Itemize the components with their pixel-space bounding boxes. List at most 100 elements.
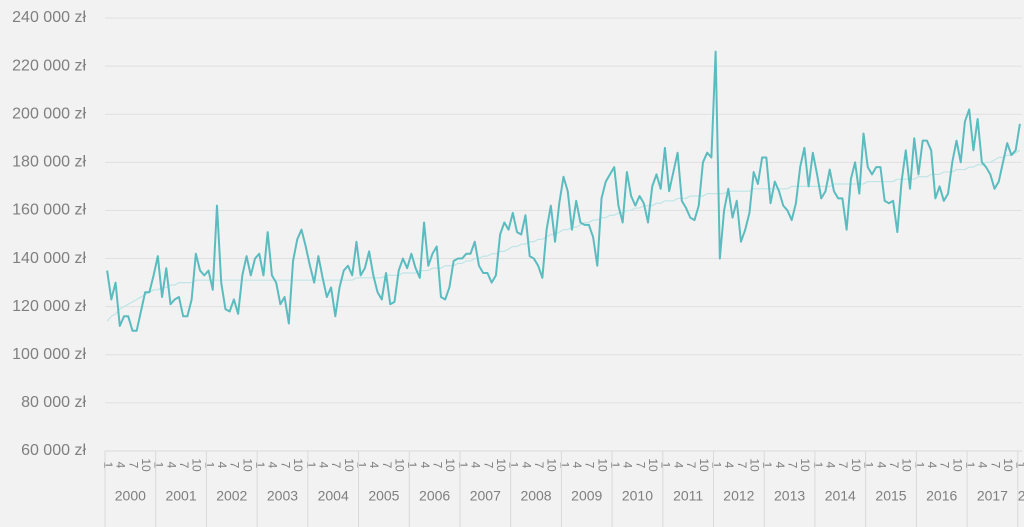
y-tick-label: 200 000 zł (12, 105, 86, 122)
x-tick-label: 7 (836, 462, 850, 469)
x-tick-label: 10 (139, 458, 153, 472)
year-label: 2008 (520, 488, 551, 504)
x-tick-label: 1 (659, 462, 673, 469)
x-tick-label: 4 (367, 462, 381, 469)
trend-line (106, 149, 1021, 322)
x-tick-label: 1 (912, 462, 926, 469)
x-tick-label: 1 (253, 462, 267, 469)
x-tick-label: 4 (621, 462, 635, 469)
x-tick-label: 1 (354, 462, 368, 469)
x-tick-label: 7 (228, 462, 242, 469)
x-tick-label: 10 (900, 458, 914, 472)
x-tick-label: 1 (709, 462, 723, 469)
x-tick-label: 10 (342, 458, 356, 472)
x-tick-label: 7 (735, 462, 749, 469)
x-tick-label: 1 (811, 462, 825, 469)
x-tick-label: 10 (798, 458, 812, 472)
x-tick-label: 1 (557, 462, 571, 469)
x-tick-label: 1 (405, 462, 419, 469)
year-label: 2001 (165, 488, 196, 504)
year-label: 2014 (825, 488, 856, 504)
x-tick-label: 1 (1014, 462, 1024, 469)
y-tick-label: 140 000 zł (12, 250, 86, 267)
x-tick-label: 4 (874, 462, 888, 469)
x-tick-label: 10 (443, 458, 457, 472)
y-tick-label: 60 000 zł (21, 442, 86, 459)
y-tick-label: 80 000 zł (21, 394, 86, 411)
x-tick-label: 7 (532, 462, 546, 469)
y-tick-label: 100 000 zł (12, 346, 86, 363)
x-tick-label: 10 (747, 458, 761, 472)
year-label: 2013 (774, 488, 805, 504)
x-tick-label: 4 (824, 462, 838, 469)
x-tick-label: 10 (849, 458, 863, 472)
year-label: 2017 (977, 488, 1008, 504)
x-tick-label: 4 (469, 462, 483, 469)
x-tick-label: 1 (862, 462, 876, 469)
year-label: 2002 (216, 488, 247, 504)
year-label: 2009 (571, 488, 602, 504)
x-tick-label: 4 (570, 462, 584, 469)
year-label: 2003 (267, 488, 298, 504)
year-label: 2016 (926, 488, 957, 504)
year-label: 2012 (723, 488, 754, 504)
x-tick-label: 10 (545, 458, 559, 472)
x-tick-label: 10 (697, 458, 711, 472)
x-tick-label: 10 (1001, 458, 1015, 472)
x-tick-label: 4 (316, 462, 330, 469)
x-tick-label: 7 (583, 462, 597, 469)
x-tick-label: 10 (291, 458, 305, 472)
x-tick-label: 1 (202, 462, 216, 469)
x-tick-label: 10 (950, 458, 964, 472)
x-tick-label: 10 (190, 458, 204, 472)
x-tick-label: 4 (519, 462, 533, 469)
x-tick-label: 1 (152, 462, 166, 469)
x-tick-label: 1 (963, 462, 977, 469)
x-tick-label: 7 (684, 462, 698, 469)
x-tick-label: 10 (240, 458, 254, 472)
y-tick-label: 160 000 zł (12, 202, 86, 219)
x-tick-label: 4 (773, 462, 787, 469)
year-label: 2018 (1018, 488, 1024, 504)
x-tick-label: 4 (976, 462, 990, 469)
year-label: 2005 (368, 488, 399, 504)
year-label: 2004 (318, 488, 349, 504)
x-tick-label: 4 (164, 462, 178, 469)
x-tick-label: 4 (722, 462, 736, 469)
x-tick-label: 4 (925, 462, 939, 469)
x-tick-label: 10 (494, 458, 508, 472)
x-tick-label: 10 (393, 458, 407, 472)
x-tick-label: 7 (481, 462, 495, 469)
y-tick-label: 180 000 zł (12, 154, 86, 171)
x-tick-label: 7 (126, 462, 140, 469)
x-tick-label: 1 (304, 462, 318, 469)
x-tick-label: 10 (646, 458, 660, 472)
x-tick-label: 4 (418, 462, 432, 469)
x-tick-label: 1 (507, 462, 521, 469)
y-tick-label: 220 000 zł (12, 57, 86, 74)
x-tick-label: 1 (101, 462, 115, 469)
x-tick-label: 7 (633, 462, 647, 469)
x-tick-label: 7 (786, 462, 800, 469)
year-label: 2011 (673, 488, 703, 504)
x-tick-label: 4 (215, 462, 229, 469)
x-tick-label: 7 (938, 462, 952, 469)
year-label: 2015 (875, 488, 906, 504)
x-tick-label: 4 (266, 462, 280, 469)
x-tick-label: 7 (887, 462, 901, 469)
x-tick-label: 7 (278, 462, 292, 469)
x-tick-label: 7 (431, 462, 445, 469)
x-tick-label: 7 (329, 462, 343, 469)
x-tick-label: 1 (608, 462, 622, 469)
x-tick-label: 1 (456, 462, 470, 469)
x-tick-label: 7 (380, 462, 394, 469)
x-tick-label: 10 (595, 458, 609, 472)
x-tick-label: 4 (114, 462, 128, 469)
year-label: 2000 (115, 488, 146, 504)
y-tick-label: 120 000 zł (12, 298, 86, 315)
year-label: 2007 (470, 488, 501, 504)
data-line (106, 50, 1021, 332)
x-tick-label: 7 (988, 462, 1002, 469)
year-label: 2010 (622, 488, 653, 504)
